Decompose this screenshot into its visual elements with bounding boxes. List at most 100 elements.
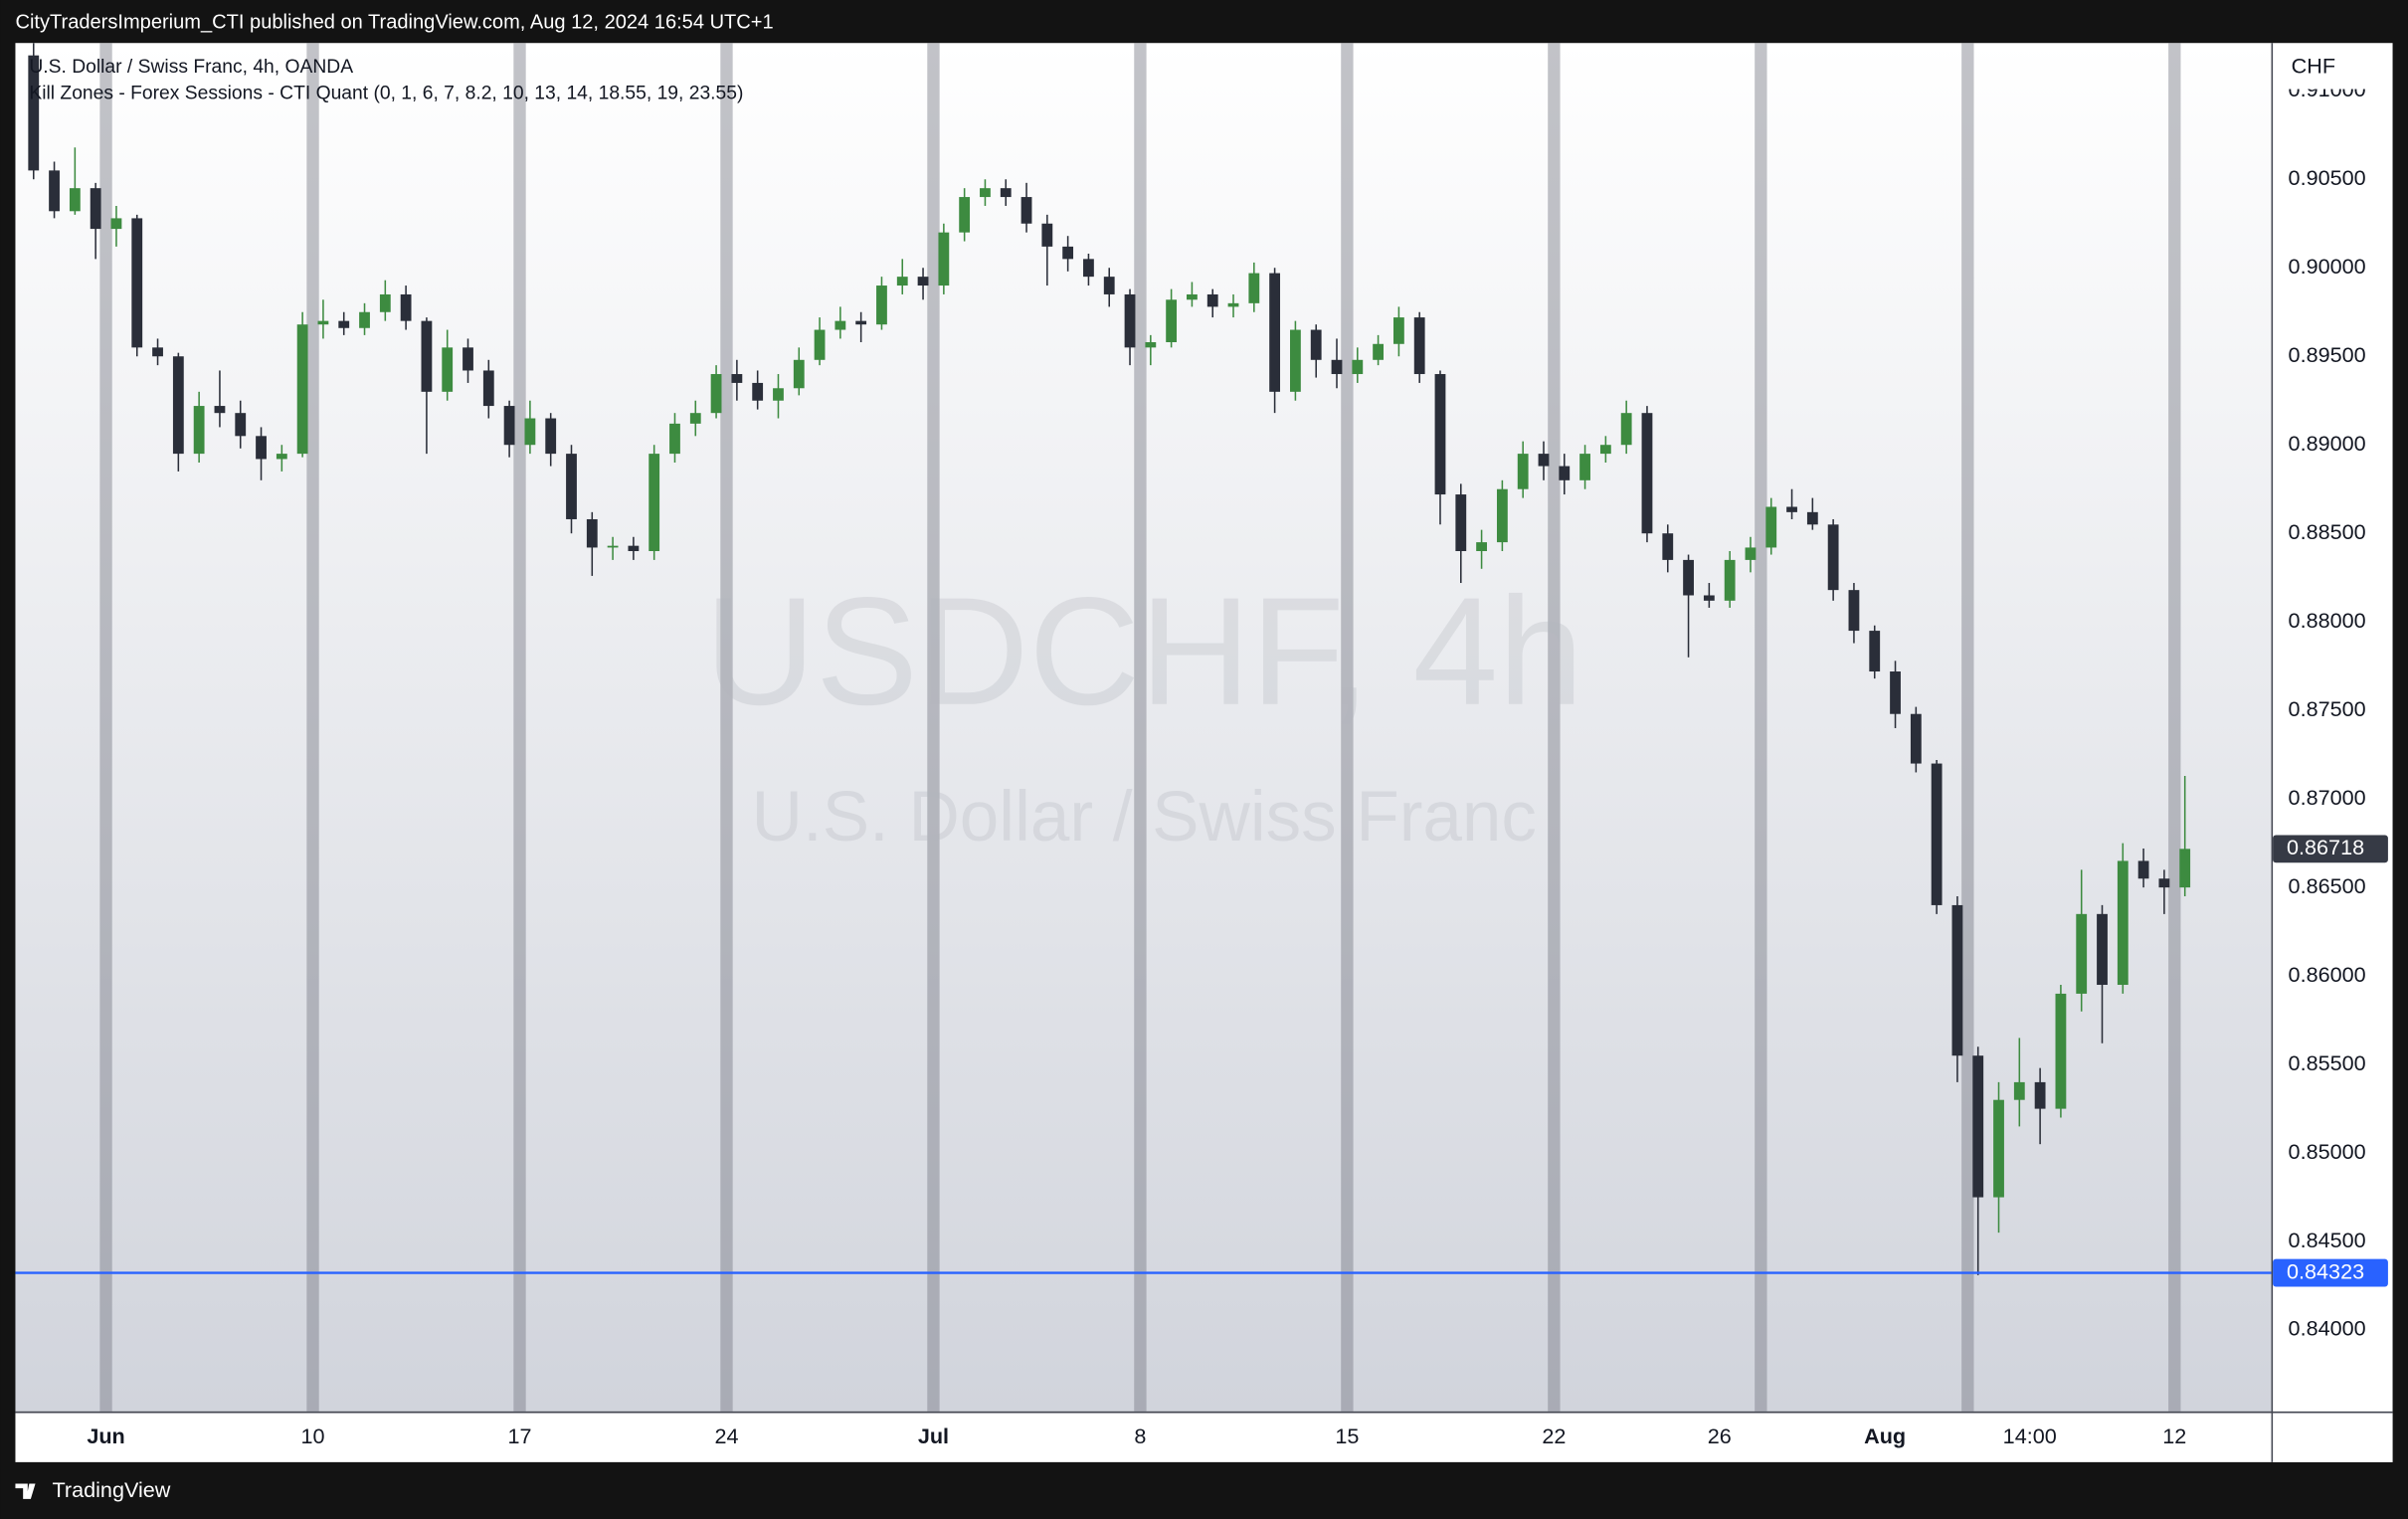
- candle: [296, 311, 308, 458]
- candles: [28, 43, 2191, 1275]
- candle-body: [1827, 524, 1839, 591]
- candle: [1227, 293, 1239, 318]
- candle-body: [1041, 223, 1053, 247]
- candle-body: [214, 406, 226, 414]
- candle-body: [1599, 445, 1611, 455]
- candle: [110, 205, 122, 247]
- candle: [814, 317, 826, 366]
- candle-body: [1641, 413, 1653, 534]
- candle-body: [1993, 1099, 2004, 1198]
- candle-body: [628, 545, 640, 551]
- y-tick-label: 0.86500: [2289, 873, 2366, 898]
- y-tick-label: 0.84500: [2289, 1228, 2366, 1252]
- kill-zone: [513, 43, 526, 1412]
- candle: [566, 445, 577, 534]
- watermark-subtitle: U.S. Dollar / Swiss Franc: [752, 778, 1537, 856]
- candle-body: [49, 170, 60, 212]
- candle: [834, 306, 846, 339]
- candle: [276, 445, 287, 472]
- candle: [1166, 288, 1178, 348]
- candle-body: [1310, 329, 1322, 360]
- candle: [586, 511, 598, 576]
- candle-body: [566, 454, 577, 519]
- candle-body: [1579, 454, 1590, 480]
- candle: [1000, 179, 1012, 206]
- candle: [172, 352, 184, 472]
- x-tick-label: 17: [507, 1424, 531, 1448]
- candle: [710, 365, 722, 419]
- y-tick-label: 0.86000: [2289, 962, 2366, 987]
- candle-body: [1206, 293, 1218, 307]
- candle: [1662, 524, 1674, 573]
- x-tick-label: Jul: [918, 1424, 949, 1448]
- candle-body: [1248, 273, 1260, 303]
- candle: [1187, 282, 1198, 307]
- candle-body: [110, 218, 122, 230]
- candle-body: [1910, 713, 1922, 764]
- candle: [90, 182, 101, 260]
- candle-body: [1951, 904, 1963, 1056]
- candle: [28, 43, 40, 180]
- candle-body: [1290, 329, 1301, 392]
- candle: [1683, 554, 1694, 658]
- candle-body: [2013, 1081, 2025, 1100]
- candle-body: [2117, 860, 2129, 986]
- candle: [131, 214, 143, 357]
- publisher: CityTradersImperium_CTI published on Tra…: [15, 11, 773, 33]
- candle-body: [90, 188, 101, 230]
- x-tick-label: 22: [1542, 1424, 1566, 1448]
- candle-body: [545, 418, 557, 455]
- candle-body: [876, 285, 887, 325]
- candle: [1869, 625, 1881, 679]
- candle: [2034, 1067, 2046, 1145]
- candle: [421, 317, 433, 455]
- candle: [1579, 445, 1590, 489]
- candle: [938, 223, 950, 294]
- candle-body: [442, 347, 454, 392]
- candle-body: [1931, 763, 1943, 905]
- candle: [545, 413, 557, 467]
- candle-body: [296, 324, 308, 455]
- candle: [1331, 338, 1343, 389]
- x-tick-label: 24: [714, 1424, 738, 1448]
- y-tick-label: 0.89000: [2289, 431, 2366, 456]
- candle-body: [814, 329, 826, 360]
- candle: [463, 338, 473, 383]
- candle-body: [980, 188, 991, 198]
- candle-body: [1083, 259, 1094, 278]
- candle: [235, 400, 247, 449]
- candle: [1517, 441, 1529, 498]
- candle: [1269, 268, 1281, 414]
- candle: [896, 259, 908, 294]
- candle-body: [2158, 878, 2170, 888]
- candle-body: [2137, 860, 2149, 879]
- candle-body: [463, 347, 473, 371]
- candle-body: [2097, 913, 2108, 986]
- candle: [1373, 334, 1384, 366]
- y-tick-label: 0.85500: [2289, 1050, 2366, 1075]
- candle: [689, 400, 701, 437]
- candle: [1062, 236, 1074, 272]
- y-tick-label: 0.84000: [2289, 1316, 2366, 1341]
- candle-body: [896, 277, 908, 286]
- time-axis: [15, 1411, 2393, 1462]
- candle-body: [1745, 547, 1757, 560]
- y-tick-label: 0.85000: [2289, 1139, 2366, 1164]
- candle: [338, 311, 350, 335]
- candle-body: [1124, 293, 1136, 348]
- kill-zone: [99, 43, 112, 1412]
- x-tick-label: Jun: [87, 1424, 124, 1448]
- currency-box: [2276, 46, 2390, 90]
- candle: [1145, 334, 1157, 366]
- candle: [1993, 1081, 2004, 1234]
- x-tick-label: 10: [301, 1424, 325, 1448]
- currency: CHF: [2292, 54, 2335, 79]
- candle-body: [1786, 506, 1797, 512]
- candle-body: [69, 188, 81, 212]
- kill-zone: [306, 43, 319, 1412]
- candle: [359, 302, 370, 335]
- candle: [482, 359, 494, 419]
- candle: [1538, 441, 1550, 480]
- candle: [1248, 262, 1260, 312]
